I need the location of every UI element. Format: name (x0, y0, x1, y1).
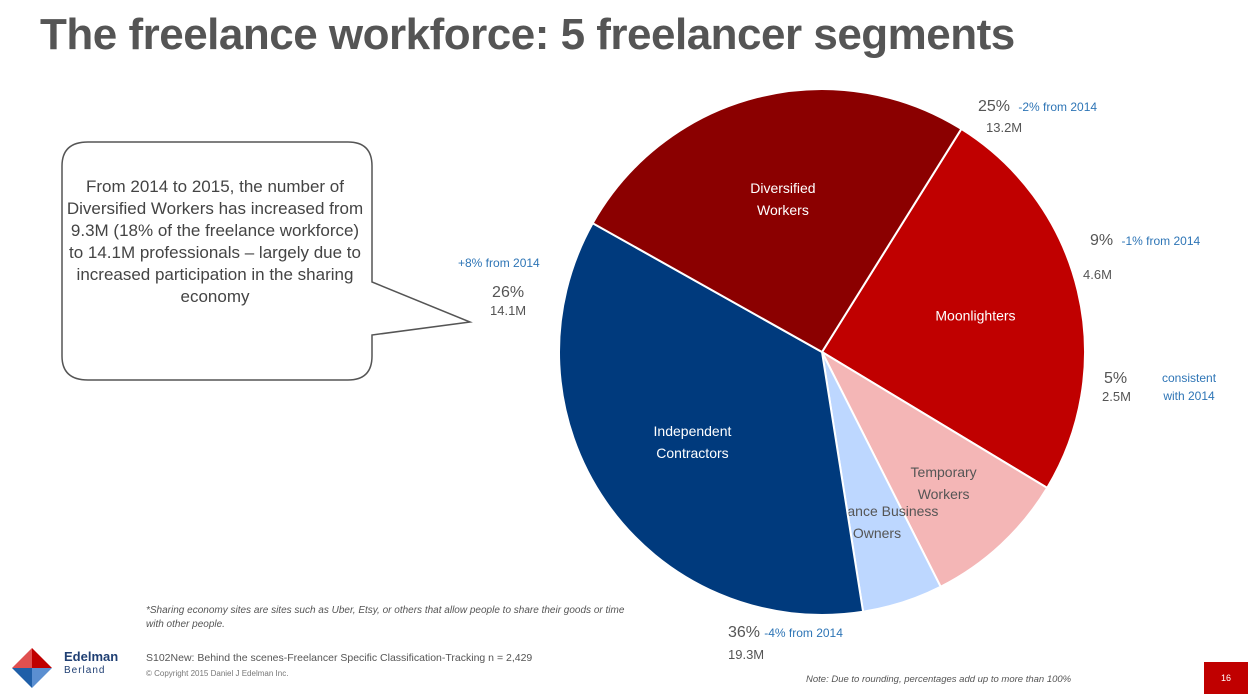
temporary-outer-label: 9% -1% from 2014 (1090, 232, 1200, 250)
moonlighters-percent: 25% (978, 98, 1011, 115)
diversified-change: +8% from 2014 (458, 256, 540, 270)
slice-label-diversified-workers-line1: Diversified (750, 180, 815, 196)
temporary-value-label: 4.6M (1083, 266, 1112, 283)
logo-text-line2: Berland (64, 665, 106, 676)
independent-percent: 36% (728, 624, 761, 641)
pie-slice-temporary-workers (819, 349, 1049, 589)
fbo-outer-label: 5% 2.5M (1102, 370, 1131, 405)
moonlighters-value: 13.2M (986, 120, 1023, 135)
edelman-berland-logo: Edelman Berland (10, 646, 140, 690)
fbo-change-label: consistent with 2014 (1162, 369, 1216, 405)
slice-label-independent-contractors-line2: Contractors (656, 445, 728, 461)
slice-label-freelance-business-owners-line2: Owners (853, 525, 901, 541)
logo-text-line1: Edelman (64, 649, 119, 664)
diversified-percent: 26% (492, 284, 525, 301)
temporary-change: -1% from 2014 (1121, 234, 1201, 248)
pie-slice-diversified-workers (591, 88, 963, 354)
independent-value: 19.3M (728, 647, 765, 662)
diversified-outer-label: 26% 14.1M (490, 284, 526, 319)
page-title: The freelance workforce: 5 freelancer se… (40, 10, 1015, 59)
diversified-value: 14.1M (490, 303, 527, 318)
footnote: *Sharing economy sites are sites such as… (146, 605, 625, 630)
temporary-value: 4.6M (1083, 267, 1112, 282)
fbo-change-line1: consistent (1162, 371, 1217, 385)
page-number: 16 (1204, 662, 1248, 694)
pie-slice-moonlighters (820, 127, 1086, 490)
moonlighters-change: -2% from 2014 (1018, 100, 1098, 114)
fbo-value: 2.5M (1102, 389, 1131, 404)
pie-slice-independent-contractors (558, 221, 865, 616)
temporary-percent: 9% (1090, 232, 1114, 249)
moonlighters-outer-label: 25% -2% from 2014 13.2M (978, 98, 1097, 140)
callout-text: From 2014 to 2015, the number of Diversi… (66, 177, 364, 306)
slice-label-temporary-workers-line1: Temporary (911, 464, 977, 480)
fbo-change-line2: with 2014 (1163, 389, 1215, 403)
source-note: S102New: Behind the scenes-Freelancer Sp… (146, 652, 533, 664)
diversified-change-label: +8% from 2014 (458, 254, 540, 271)
slice-label-temporary-workers-line2: Workers (918, 486, 970, 502)
copyright: © Copyright 2015 Daniel J Edelman Inc. (146, 669, 289, 678)
slice-label-moonlighters-line1: Moonlighters (935, 307, 1015, 323)
rounding-note: Note: Due to rounding, percentages add u… (806, 674, 1072, 685)
independent-outer-label: 36% -4% from 2014 19.3M (728, 624, 843, 668)
logo-mark-icon (12, 648, 52, 688)
slice-label-independent-contractors-line1: Independent (654, 423, 732, 439)
independent-change: -4% from 2014 (764, 626, 843, 640)
fbo-percent: 5% (1104, 370, 1128, 387)
slice-label-diversified-workers-line2: Workers (757, 202, 809, 218)
